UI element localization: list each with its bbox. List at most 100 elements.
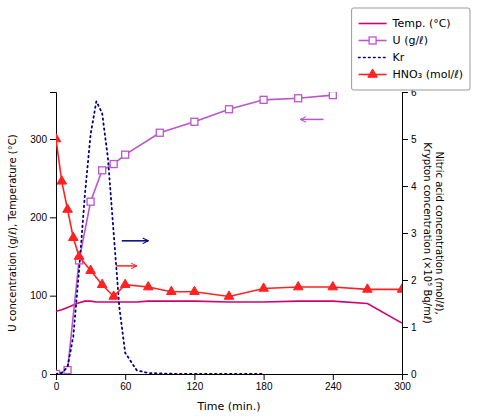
marker (156, 129, 163, 136)
tick-label: 0 (54, 381, 60, 392)
line (56, 95, 333, 374)
legend-label: HNO₃ (mol/ℓ) (393, 68, 463, 81)
axis-line (57, 375, 403, 381)
legend-item: Kr (359, 51, 405, 64)
marker (259, 283, 269, 291)
legend-label: U (g/ℓ) (393, 34, 428, 47)
legend-swatch (359, 57, 387, 59)
marker (363, 284, 373, 292)
marker (295, 95, 302, 102)
tick-label: 300 (30, 134, 47, 145)
marker (293, 282, 303, 290)
arrow (301, 119, 324, 121)
tick-mark (50, 217, 56, 218)
tick-mark (50, 139, 56, 140)
marker (99, 167, 106, 174)
tick-mark (50, 374, 56, 375)
tick: 240 (325, 374, 342, 392)
y2-axis: 0123456 (402, 87, 417, 380)
marker (57, 176, 67, 184)
tick-label: 200 (30, 212, 47, 223)
tick-label: 5 (411, 134, 417, 145)
marker (120, 279, 130, 287)
tick-mark (333, 374, 334, 380)
tick-label: 3 (411, 228, 417, 239)
legend-marker (368, 69, 378, 77)
series (56, 133, 402, 299)
x-axis-title: Time (min.) (196, 400, 260, 413)
tick-mark (50, 296, 56, 297)
marker (87, 198, 94, 205)
axis-line (50, 93, 57, 375)
tick-label: 300 (394, 381, 411, 392)
series (56, 101, 264, 374)
plot: 06012018024030001002003000123456Time (mi… (7, 87, 445, 413)
tick: 0 (402, 369, 417, 380)
tick-mark (125, 374, 126, 380)
marker (224, 291, 234, 299)
arrow (116, 265, 137, 267)
arrow (122, 240, 149, 242)
marker (167, 286, 177, 294)
y-axis: 0 100 200 300 (30, 93, 56, 380)
marker (260, 96, 267, 103)
tick-label: 0 (41, 369, 47, 380)
axis-line (403, 93, 409, 375)
y2-axis-title: Nitric acid concentration (mol/ℓ),Krypto… (422, 142, 445, 324)
tick: 120 (187, 374, 204, 392)
tick-label: 120 (187, 381, 204, 392)
legend-item: Temp. (°C) (359, 17, 451, 30)
marker (226, 106, 233, 113)
tick-mark (402, 92, 408, 93)
y2-axis-title-line: Krypton concentration (×10⁵ Bq/mℓ) (422, 142, 433, 324)
tick: 5 (402, 134, 417, 145)
tick: 200 (30, 212, 56, 223)
legend-marker (369, 37, 376, 44)
legend-item: HNO₃ (mol/ℓ) (359, 68, 463, 81)
tick: 300 (30, 134, 56, 145)
marker (109, 291, 119, 299)
tick-mark (402, 186, 408, 187)
tick: 2 (402, 275, 417, 286)
tick-label: 100 (30, 290, 47, 301)
x-axis: 0 60 120 180 240 300 (54, 374, 412, 392)
tick-label: 60 (120, 381, 132, 392)
marker (86, 265, 96, 273)
marker (191, 118, 198, 125)
line (56, 101, 264, 374)
line (56, 139, 402, 296)
tick: 300 (394, 374, 411, 392)
marker (97, 279, 107, 287)
series (56, 301, 402, 323)
marker (68, 232, 78, 240)
plot-area (56, 92, 402, 374)
legend-frame (352, 8, 470, 90)
tick: 60 (120, 374, 132, 392)
legend: Temp. (°C) U (g/ℓ) Kr HNO₃ (mol/ℓ) (352, 8, 470, 90)
tick: 180 (256, 374, 273, 392)
tick-label: 180 (256, 381, 273, 392)
tick-mark (402, 233, 408, 234)
y-axis-title: U concentration (g/ℓ), Temperature (°C) (7, 134, 18, 331)
marker (329, 92, 336, 99)
tick: 1 (402, 322, 417, 333)
tick: 0 (54, 374, 60, 392)
tick-label: 2 (411, 275, 417, 286)
marker (143, 282, 153, 290)
marker (122, 151, 129, 158)
legend-label: Kr (393, 51, 405, 64)
legend-label: Temp. (°C) (392, 17, 451, 30)
marker (56, 133, 61, 141)
marker (110, 161, 117, 168)
tick-label: 4 (411, 181, 417, 192)
marker (328, 282, 338, 290)
legend-item: U (g/ℓ) (359, 34, 428, 47)
marker (63, 204, 73, 212)
tick-label: 240 (325, 381, 342, 392)
tick-mark (264, 374, 265, 380)
tick-mark (402, 327, 408, 328)
marker (397, 284, 402, 292)
tick: 100 (30, 290, 56, 301)
tick-mark (402, 139, 408, 140)
y2-axis-title-line: Nitric acid concentration (mol/ℓ), (434, 151, 445, 314)
